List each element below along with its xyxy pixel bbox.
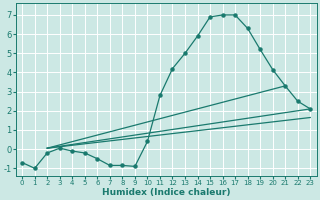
X-axis label: Humidex (Indice chaleur): Humidex (Indice chaleur) [102, 188, 230, 197]
